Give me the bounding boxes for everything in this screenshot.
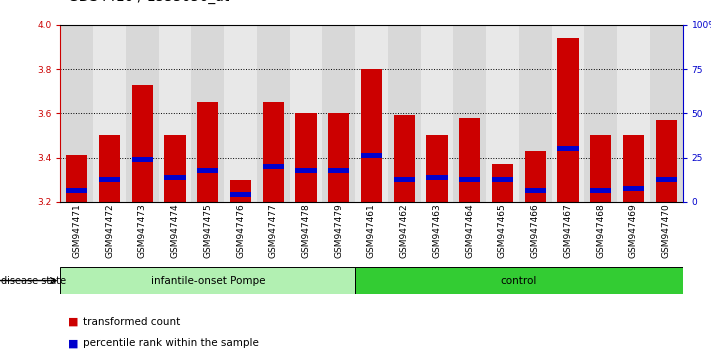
Bar: [328, 113, 349, 202]
Bar: [230, 193, 251, 197]
Bar: [459, 118, 481, 202]
Bar: [492, 177, 513, 182]
Bar: [191, 25, 224, 202]
Bar: [590, 136, 611, 202]
Bar: [552, 25, 584, 202]
Bar: [590, 188, 611, 193]
Bar: [99, 136, 120, 202]
Bar: [66, 155, 87, 202]
Bar: [224, 25, 257, 202]
Bar: [257, 25, 289, 202]
Bar: [361, 69, 382, 202]
Bar: [60, 267, 355, 294]
Bar: [322, 25, 355, 202]
Bar: [656, 177, 677, 182]
Bar: [159, 25, 191, 202]
Bar: [557, 146, 579, 151]
Bar: [525, 151, 546, 202]
Bar: [454, 25, 486, 202]
Text: GDS4410 / 1555056_at: GDS4410 / 1555056_at: [68, 0, 229, 4]
Bar: [132, 85, 153, 202]
Bar: [355, 267, 683, 294]
Bar: [650, 25, 683, 202]
Bar: [164, 175, 186, 179]
Bar: [66, 188, 87, 193]
Bar: [427, 175, 448, 179]
Text: control: control: [501, 275, 537, 286]
Text: ■: ■: [68, 338, 78, 348]
Text: ■: ■: [68, 317, 78, 327]
Bar: [394, 115, 415, 202]
Bar: [623, 136, 644, 202]
Bar: [519, 25, 552, 202]
Bar: [557, 38, 579, 202]
Bar: [126, 25, 159, 202]
Bar: [60, 25, 93, 202]
Bar: [295, 168, 316, 173]
Bar: [262, 164, 284, 169]
Bar: [289, 25, 322, 202]
Bar: [394, 177, 415, 182]
Bar: [584, 25, 617, 202]
Bar: [421, 25, 454, 202]
Bar: [623, 186, 644, 191]
Bar: [164, 136, 186, 202]
Bar: [656, 120, 677, 202]
Text: transformed count: transformed count: [83, 317, 181, 327]
Bar: [388, 25, 421, 202]
Bar: [486, 25, 519, 202]
Bar: [93, 25, 126, 202]
Bar: [459, 177, 481, 182]
Bar: [427, 136, 448, 202]
Bar: [295, 113, 316, 202]
Bar: [525, 188, 546, 193]
Bar: [197, 168, 218, 173]
Text: disease state: disease state: [1, 275, 66, 286]
Bar: [361, 153, 382, 158]
Text: percentile rank within the sample: percentile rank within the sample: [83, 338, 259, 348]
Bar: [617, 25, 650, 202]
Bar: [132, 157, 153, 162]
Bar: [355, 25, 388, 202]
Bar: [99, 177, 120, 182]
Bar: [262, 102, 284, 202]
Bar: [230, 180, 251, 202]
Bar: [492, 164, 513, 202]
Bar: [328, 168, 349, 173]
Text: infantile-onset Pompe: infantile-onset Pompe: [151, 275, 265, 286]
Bar: [197, 102, 218, 202]
